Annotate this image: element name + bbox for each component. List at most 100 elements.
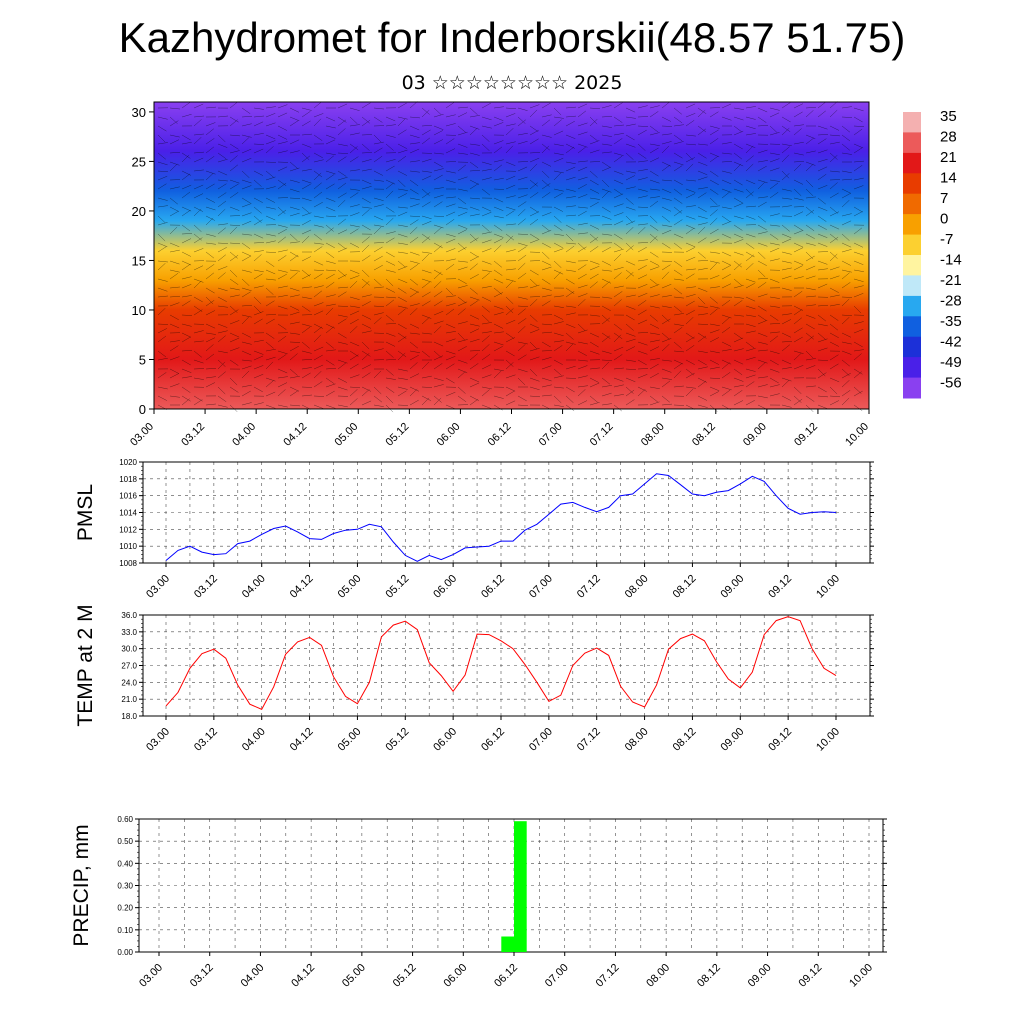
y-tick-label: 1018	[119, 475, 137, 484]
x-tick-label: 07.12	[588, 421, 616, 449]
y-tick-label: 30.0	[121, 645, 137, 654]
y-tick-label: 24.0	[121, 678, 137, 687]
x-tick-label: 03.00	[128, 421, 156, 449]
x-tick-label: 07.12	[575, 726, 603, 754]
x-tick-label: 06.12	[479, 726, 507, 754]
x-tick-label: 09.00	[741, 421, 769, 449]
x-tick-label: 05.00	[336, 726, 364, 754]
x-tick-label: 05.12	[391, 962, 419, 990]
y-tick-label: 0.60	[117, 815, 133, 824]
colorbar-label: -28	[940, 293, 962, 310]
y-tick-label: 1010	[119, 542, 137, 551]
x-tick-label: 06.00	[431, 726, 459, 754]
y-tick-label: 1012	[119, 525, 137, 534]
x-tick-label: 09.12	[796, 962, 824, 990]
y-tick-label: 33.0	[121, 628, 137, 637]
colorbar-label: -7	[940, 231, 953, 248]
colorbar-label: -21	[940, 272, 962, 289]
x-tick-label: 07.12	[575, 573, 603, 601]
colorbar-swatch	[903, 255, 921, 276]
x-tick-label: 08.12	[671, 726, 699, 754]
x-tick-label: 10.00	[814, 726, 842, 754]
colorbar-swatch	[903, 357, 921, 378]
y-tick-label: 0.40	[117, 859, 133, 868]
y-tick-label: 0.30	[117, 882, 133, 891]
x-tick-label: 05.00	[332, 421, 360, 449]
x-tick-label: 09.12	[766, 726, 794, 754]
series-line	[165, 473, 837, 562]
x-tick-label: 08.12	[695, 962, 723, 990]
x-tick-label: 08.12	[690, 421, 718, 449]
colorbar-swatch	[903, 377, 921, 399]
colorbar-label: -42	[940, 334, 962, 351]
x-tick-label: 06.12	[486, 421, 514, 449]
x-tick-label: 07.00	[527, 573, 555, 601]
precip-bar	[501, 936, 514, 952]
x-tick-label: 10.00	[814, 573, 842, 601]
y-tick-label: 18.0	[121, 712, 137, 721]
chart-title: Kazhydromet for Inderborskii(48.57 51.75…	[118, 14, 906, 61]
grid	[139, 818, 883, 953]
x-tick-label: 04.12	[289, 962, 317, 990]
x-tick-label: 06.12	[492, 962, 520, 990]
colorbar-swatch	[903, 193, 921, 215]
y-tick-label: 1016	[119, 492, 137, 501]
y-tick-label: 20	[132, 204, 146, 219]
x-tick-label: 04.12	[288, 726, 316, 754]
wind-barbs	[157, 101, 865, 413]
colorbar-label: -49	[940, 354, 962, 371]
x-tick-label: 04.00	[230, 421, 258, 449]
x-tick-label: 05.00	[340, 962, 368, 990]
y-axis-label: PRECIP, mm	[70, 824, 93, 946]
colorbar-label: -35	[940, 313, 962, 330]
y-axis-label: TEMP at 2 M	[74, 604, 97, 726]
x-tick-label: 03.12	[179, 421, 207, 449]
y-tick-label: 10	[132, 303, 146, 318]
y-tick-label: 27.0	[121, 662, 137, 671]
colorbar-label: 14	[940, 170, 957, 187]
y-tick-label: 15	[132, 253, 146, 268]
y-tick-label: 21.0	[121, 695, 137, 704]
x-tick-label: 04.12	[281, 421, 309, 449]
y-tick-label: 1014	[119, 509, 137, 518]
x-tick-label: 09.00	[718, 726, 746, 754]
colorbar-swatch	[903, 336, 921, 358]
colorbar-swatch	[903, 132, 921, 154]
x-tick-label: 07.12	[594, 962, 622, 990]
colorbar-label: 28	[940, 129, 957, 146]
x-tick-label: 04.00	[240, 573, 268, 601]
x-tick-label: 08.00	[644, 962, 672, 990]
y-tick-label: 36.0	[121, 611, 137, 620]
x-tick-label: 03.12	[192, 726, 220, 754]
colorbar-label: -14	[940, 252, 962, 269]
x-tick-label: 05.12	[383, 726, 411, 754]
x-tick-label: 07.00	[543, 962, 571, 990]
y-tick-label: 0.00	[117, 948, 133, 957]
chart-subtitle: 03 ☆☆☆☆☆☆☆☆ 2025	[401, 72, 623, 94]
y-tick-label: 1008	[119, 559, 137, 568]
colorbar-swatch	[903, 152, 921, 174]
colorbar-swatch	[903, 214, 921, 235]
x-tick-label: 03.00	[144, 726, 172, 754]
y-tick-label: 1020	[119, 458, 137, 467]
x-tick-label: 07.00	[537, 421, 565, 449]
x-tick-label: 03.12	[192, 573, 220, 601]
x-tick-label: 05.12	[384, 421, 412, 449]
y-axis-label: PMSL	[74, 484, 97, 541]
x-tick-label: 04.12	[288, 573, 316, 601]
colorbar-swatch	[903, 173, 921, 195]
x-tick-label: 06.12	[479, 573, 507, 601]
colorbar-label: 7	[940, 190, 948, 207]
x-tick-label: 09.00	[718, 573, 746, 601]
y-tick-label: 30	[132, 105, 146, 120]
x-tick-label: 10.00	[847, 962, 875, 990]
x-tick-label: 06.00	[441, 962, 469, 990]
y-tick-label: 0.50	[117, 837, 133, 846]
x-tick-label: 04.00	[240, 726, 268, 754]
y-tick-label: 25	[132, 154, 146, 169]
x-tick-label: 09.12	[792, 421, 820, 449]
y-tick-label: 0.20	[117, 904, 133, 913]
x-tick-label: 06.00	[435, 421, 463, 449]
x-tick-label: 08.00	[623, 573, 651, 601]
